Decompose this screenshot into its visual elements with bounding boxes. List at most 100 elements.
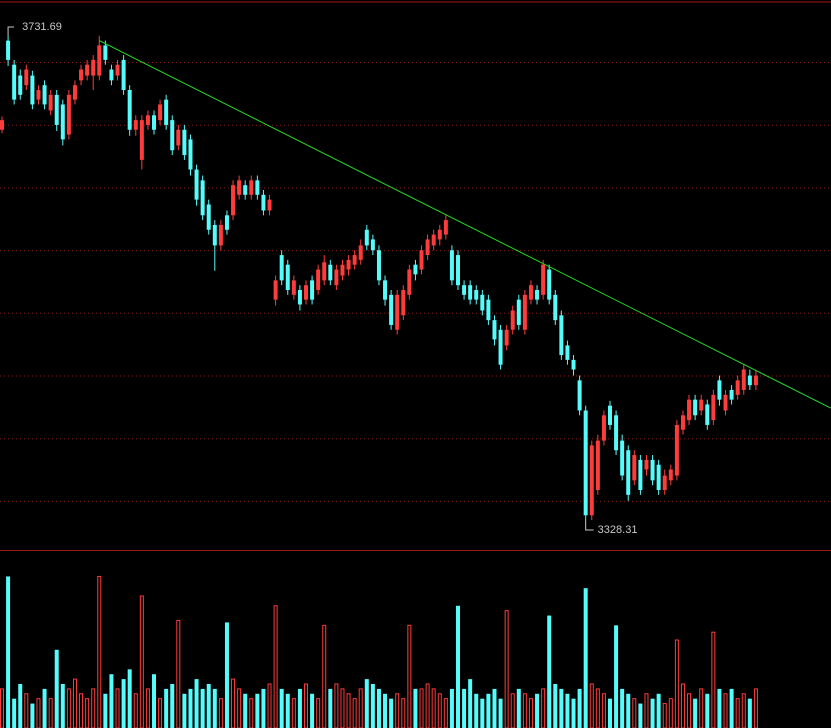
candle-body <box>322 262 327 281</box>
volume-bar <box>42 688 47 728</box>
volume-bar <box>620 688 625 728</box>
volume-bar <box>231 678 236 728</box>
volume-bar <box>383 693 388 728</box>
high-label: 3731.69 <box>22 21 62 33</box>
candle-body <box>6 40 11 60</box>
candle-body <box>103 45 108 60</box>
candle-body <box>498 329 503 365</box>
candle-body <box>662 475 667 490</box>
candle-body <box>249 180 254 195</box>
candle-body <box>328 264 333 281</box>
candle-body <box>97 45 102 76</box>
candle-body <box>279 255 284 281</box>
volume-bar <box>468 679 473 728</box>
volume-bar <box>674 639 679 728</box>
volume-bar <box>626 693 631 728</box>
candle-body <box>364 229 369 246</box>
volume-bar <box>267 683 272 728</box>
candle-body <box>267 199 272 211</box>
candle-body <box>735 380 740 395</box>
volume-bar <box>608 698 612 728</box>
volume-bar <box>158 698 163 728</box>
candle-body <box>109 69 114 81</box>
candle-body <box>115 64 120 76</box>
candle-body <box>158 104 163 121</box>
volume-bar <box>541 688 546 728</box>
volume-bar <box>6 576 11 728</box>
candle-body <box>121 59 126 90</box>
candle-body <box>632 455 637 481</box>
candle-body <box>376 250 381 281</box>
candle-body <box>370 239 375 251</box>
candle-body <box>608 405 612 425</box>
volume-bar <box>644 693 649 728</box>
volume-bar <box>699 688 704 728</box>
candle-body <box>638 459 643 490</box>
volume-bar <box>66 688 71 728</box>
volume-bar <box>504 610 509 728</box>
candle-body <box>528 285 533 300</box>
candle-body <box>194 169 199 200</box>
volume-bar <box>474 693 479 728</box>
candle-body <box>656 464 661 490</box>
candle-body <box>340 264 345 276</box>
candle-body <box>54 94 59 125</box>
volume-bar <box>753 688 758 728</box>
volume-bar <box>547 615 552 728</box>
candle-body <box>510 310 515 330</box>
candle-body <box>200 180 205 216</box>
candle-body <box>547 269 552 300</box>
volume-bar <box>285 693 290 728</box>
volume-bar <box>717 688 722 728</box>
volume-bar <box>0 688 4 728</box>
volume-bar <box>735 698 740 728</box>
volume-bar <box>601 693 606 728</box>
candle-body <box>72 85 77 100</box>
volume-bar <box>705 693 710 728</box>
volume-bar <box>528 698 533 728</box>
candle-body <box>480 294 485 311</box>
candle-body <box>91 59 96 76</box>
volume-bar <box>249 698 254 728</box>
low-marker <box>585 520 594 531</box>
volume-bar <box>18 684 23 728</box>
candle-body <box>285 264 290 290</box>
volume-bar <box>565 693 570 728</box>
candle-body <box>164 99 169 125</box>
candle-body <box>188 139 193 170</box>
volume-bar <box>535 693 540 728</box>
candle-body <box>443 220 448 235</box>
volume-bar <box>340 688 345 728</box>
candle-body <box>291 280 296 295</box>
candle-body <box>565 345 570 360</box>
candle-body <box>413 264 418 275</box>
candle-body <box>395 294 400 330</box>
candle-body <box>401 290 406 316</box>
candle-body <box>583 410 588 516</box>
candle-body <box>717 380 722 400</box>
volume-bar <box>553 684 558 728</box>
candle-body <box>133 120 138 130</box>
candle-body <box>753 375 758 386</box>
candle-body <box>747 375 752 386</box>
candle-body <box>79 69 84 81</box>
volume-bar <box>328 688 333 728</box>
volume-bar <box>589 683 594 728</box>
candle-body <box>626 450 631 495</box>
volume-bar <box>170 684 175 728</box>
candle-body <box>176 129 181 146</box>
candle-body <box>18 75 23 95</box>
volume-bar <box>79 693 84 728</box>
volume-bar <box>304 683 308 728</box>
candle-body <box>601 415 606 441</box>
candle-body <box>559 315 564 356</box>
candle-body <box>48 94 53 111</box>
volume-bar <box>729 688 734 728</box>
volume-bar <box>291 698 296 728</box>
volume-bar <box>97 575 102 728</box>
volume-bar <box>687 693 692 728</box>
candle-body <box>522 294 527 330</box>
candle-body <box>620 440 625 476</box>
candle-body <box>729 390 734 400</box>
volume-bar <box>91 688 96 728</box>
